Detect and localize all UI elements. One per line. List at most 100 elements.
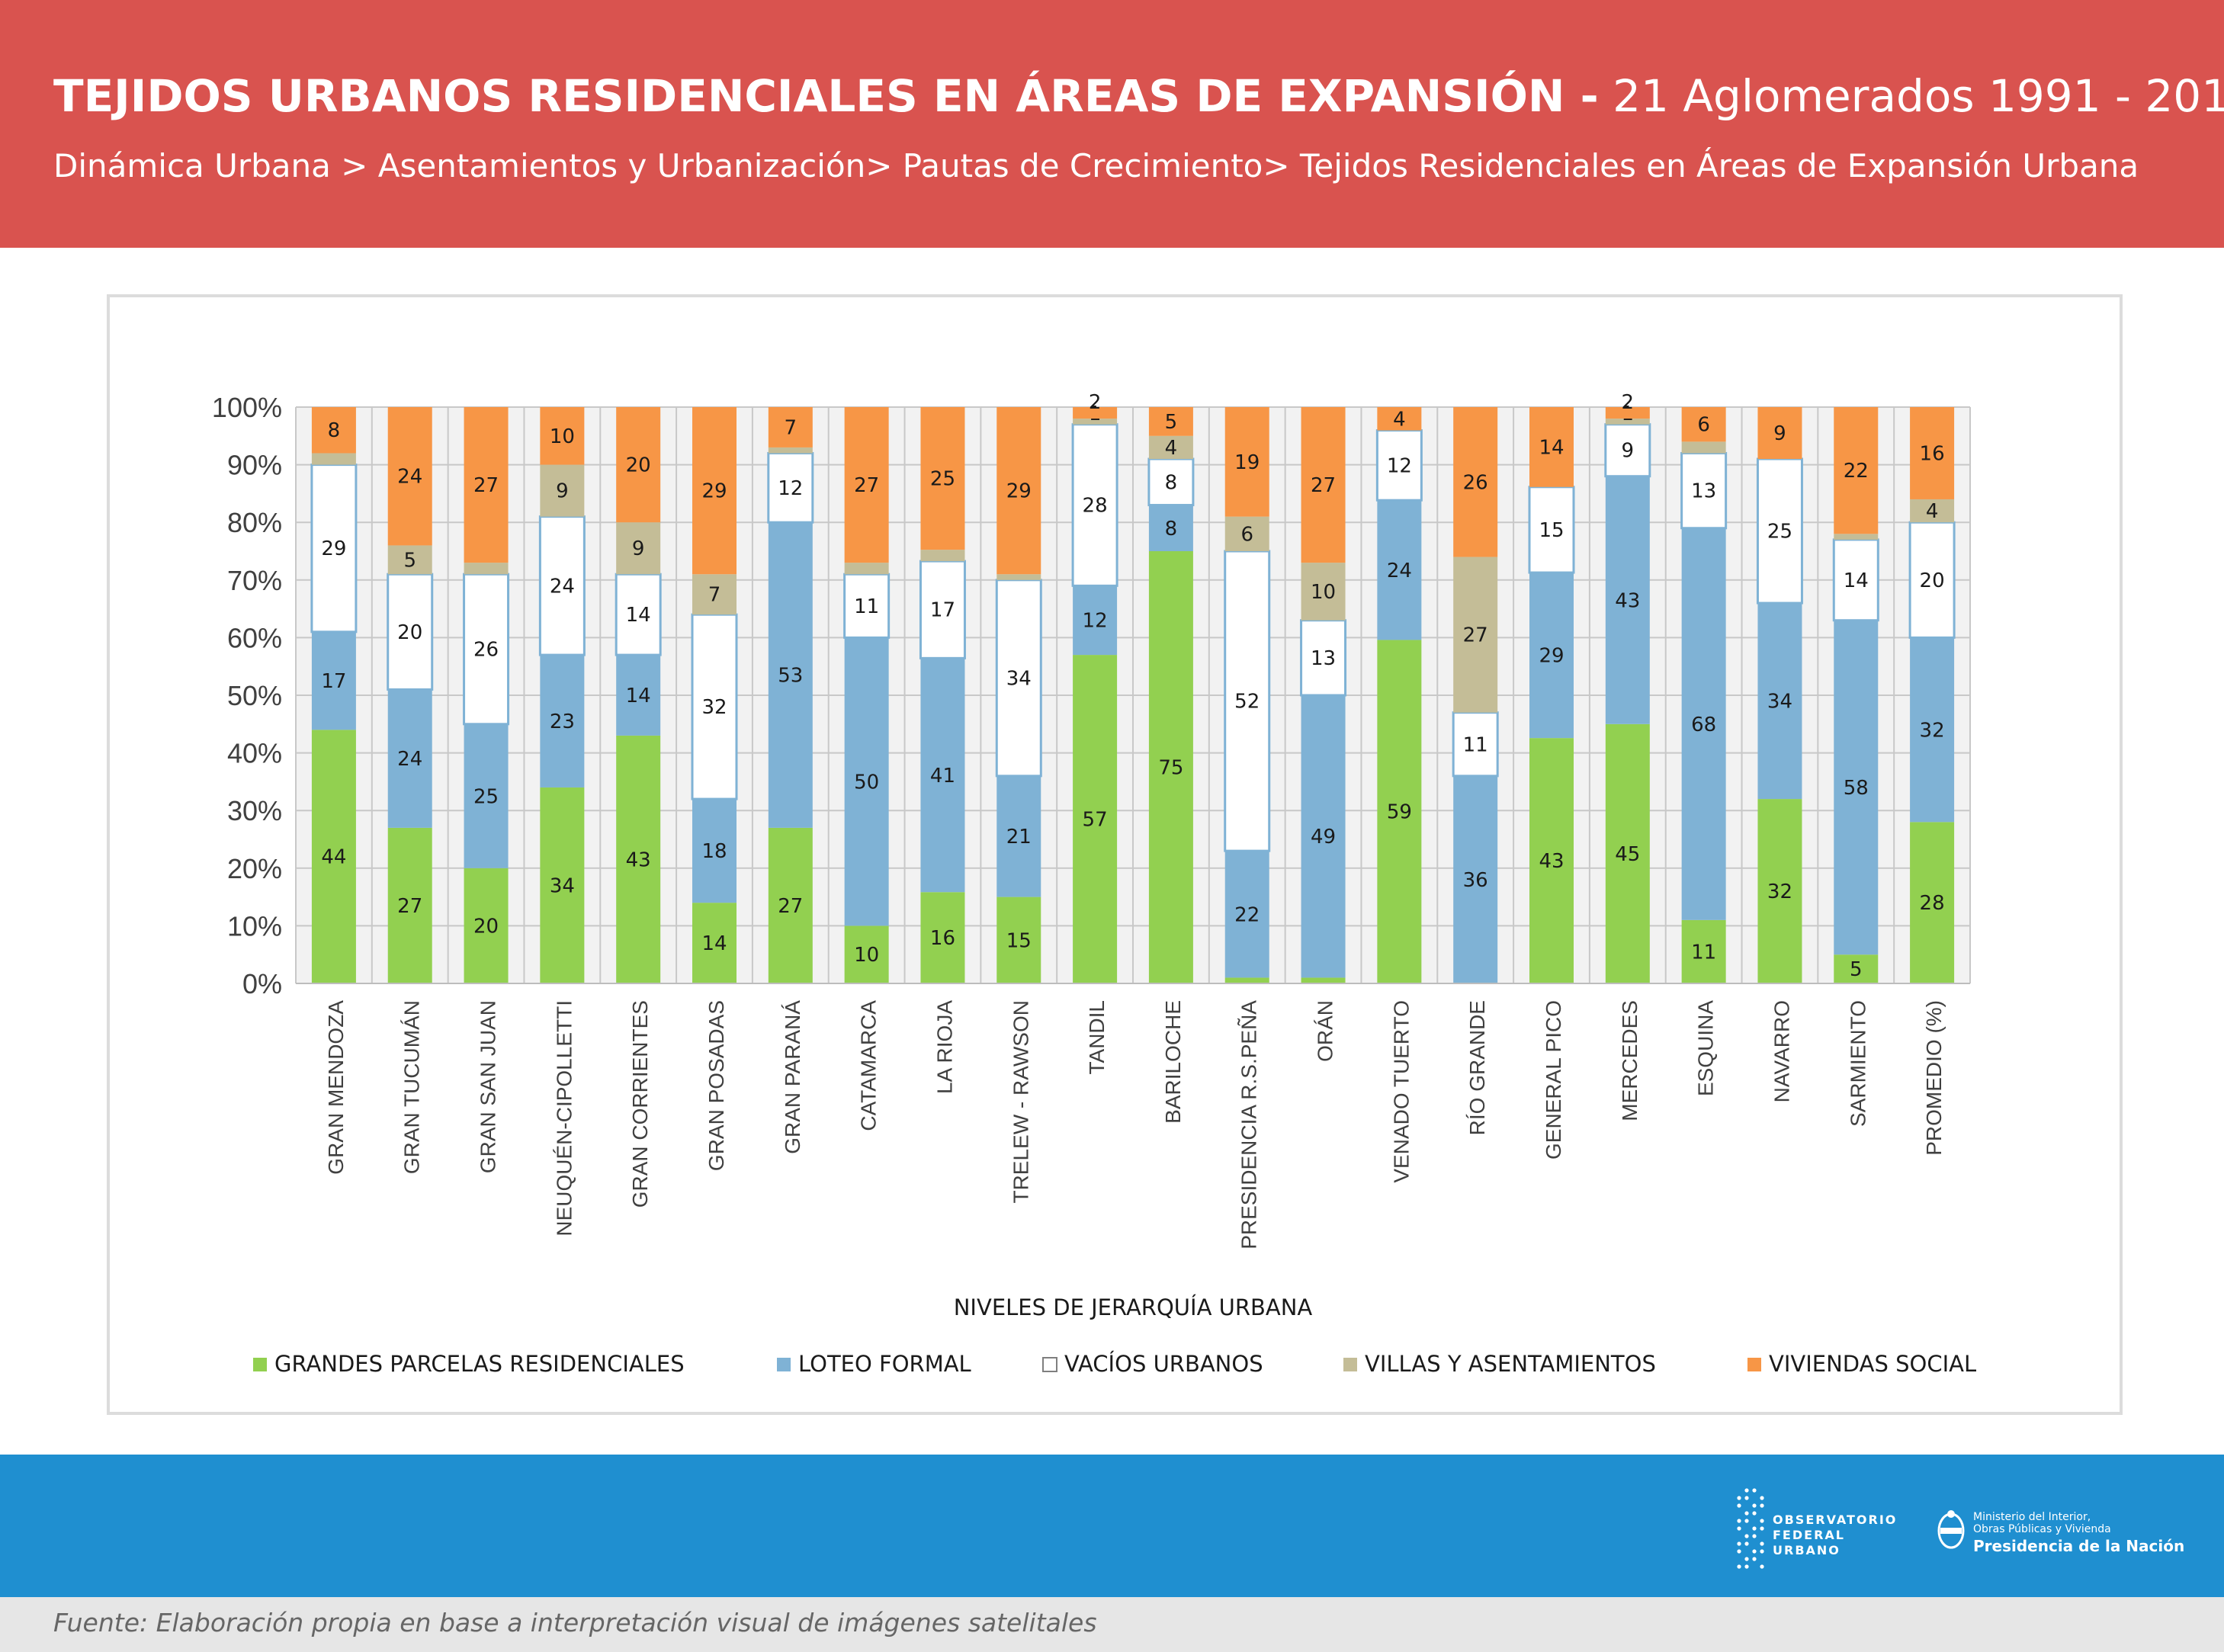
legend-swatch xyxy=(1747,1358,1761,1371)
bar-segment xyxy=(387,573,434,691)
x-tick-label: GRAN PARANÁ xyxy=(781,1000,804,1154)
bar-segment xyxy=(615,573,662,656)
bar-segment xyxy=(692,799,737,903)
ministerio-logo: Ministerio del Interior, Obras Públicas … xyxy=(1937,1508,2196,1561)
bar-segment xyxy=(768,407,813,447)
x-axis-title: NIVELES DE JERARQUÍA URBANA xyxy=(954,1294,1313,1320)
x-tick-label: NEUQUÉN-CIPOLLETTI xyxy=(552,1000,576,1237)
x-tick-label: RÍO GRANDE xyxy=(1465,1000,1489,1135)
logo-dot xyxy=(1760,1496,1764,1500)
logo-dot xyxy=(1744,1541,1749,1546)
data-label: 5 xyxy=(1165,411,1178,434)
bar-segment xyxy=(1301,695,1346,978)
logo-dot xyxy=(1760,1519,1764,1523)
bar-segment xyxy=(1529,407,1574,487)
x-tick-label: GRAN POSADAS xyxy=(704,1000,728,1171)
bar-segment xyxy=(387,689,432,828)
data-label: 24 xyxy=(397,748,422,771)
bar-segment xyxy=(1605,419,1650,425)
x-tick-label: PROMEDIO (%) xyxy=(1922,1000,1946,1156)
legend-label: LOTEO FORMAL xyxy=(798,1351,971,1377)
bar-segment xyxy=(1301,563,1346,621)
data-label: 41 xyxy=(930,765,955,788)
logo-dot xyxy=(1744,1496,1749,1500)
bar-segment xyxy=(1071,423,1118,587)
bar-segment xyxy=(1529,573,1574,739)
logo-dot xyxy=(1752,1549,1757,1554)
bar-segment xyxy=(691,613,738,800)
bar-segment xyxy=(1605,407,1650,419)
bar-segment xyxy=(767,451,814,524)
data-label: 2 xyxy=(1622,391,1635,414)
data-label: 13 xyxy=(1691,480,1716,503)
observatorio-logo: OBSERVATORIO FEDERAL URBANO xyxy=(1735,1487,1918,1570)
data-label: 19 xyxy=(1234,451,1260,474)
data-label: 11 xyxy=(1463,733,1488,756)
logo-dot xyxy=(1744,1534,1749,1538)
data-label: 10 xyxy=(1311,581,1336,604)
data-label: 21 xyxy=(1006,826,1032,848)
bar-segment xyxy=(1377,500,1422,640)
y-tick-label: 100% xyxy=(212,392,282,423)
data-label: 36 xyxy=(1463,869,1488,892)
data-label: 43 xyxy=(1539,850,1564,873)
data-label: 32 xyxy=(1767,881,1792,903)
bar-segment xyxy=(464,723,509,868)
logo-dot xyxy=(1752,1488,1757,1493)
bar-segment xyxy=(692,407,737,575)
x-tick-label: GENERAL PICO xyxy=(1542,1000,1565,1160)
data-label: 15 xyxy=(1006,929,1032,952)
data-label: 24 xyxy=(1387,560,1412,582)
logo-dot xyxy=(1752,1503,1757,1508)
bar-segment xyxy=(1681,407,1726,442)
bar-segment xyxy=(1757,799,1802,983)
shield-icon xyxy=(1937,1510,1965,1549)
data-label: 11 xyxy=(1691,941,1716,964)
bar-segment xyxy=(920,407,965,550)
legend-swatch xyxy=(253,1358,267,1371)
logo-dot xyxy=(1752,1526,1757,1531)
data-label: 53 xyxy=(778,665,803,688)
logo-dot xyxy=(1744,1519,1749,1523)
data-label: 23 xyxy=(550,711,575,733)
data-label: 11 xyxy=(854,595,879,618)
y-tick-label: 30% xyxy=(227,795,282,826)
logo-dot xyxy=(1760,1549,1764,1554)
data-label: 17 xyxy=(930,599,955,622)
bar-segment xyxy=(1148,551,1193,983)
logo-dot xyxy=(1760,1564,1764,1569)
bar-segment xyxy=(540,787,585,983)
footer-band: OBSERVATORIO FEDERAL URBANO Ministerio d… xyxy=(0,1455,2224,1597)
bar-segment xyxy=(1834,620,1879,955)
bar-segment xyxy=(463,573,510,726)
y-tick-label: 80% xyxy=(227,507,282,538)
legend-label: VILLAS Y ASENTAMIENTOS xyxy=(1365,1351,1656,1377)
data-label: 26 xyxy=(1463,471,1488,494)
bar-segment xyxy=(844,407,889,563)
legend-swatch xyxy=(777,1358,791,1371)
breadcrumb: Dinámica Urbana > Asentamientos y Urbani… xyxy=(53,147,2139,184)
data-label: 12 xyxy=(1083,610,1108,633)
bar-segment xyxy=(1604,423,1651,478)
data-label: 22 xyxy=(1844,460,1869,483)
data-label: 27 xyxy=(854,474,879,497)
bar-segment xyxy=(768,522,813,828)
bar-segment xyxy=(540,655,585,788)
bar-segment xyxy=(1910,499,1955,523)
bar-segment xyxy=(920,892,965,983)
legend-label: VACÍOS URBANOS xyxy=(1064,1351,1263,1377)
data-label: 6 xyxy=(1697,414,1710,437)
bar-segment xyxy=(1908,521,1956,639)
bar-segment xyxy=(768,827,813,983)
bar-segment xyxy=(464,868,509,983)
bar-segment xyxy=(1301,407,1346,563)
data-label: 44 xyxy=(321,846,346,869)
logo-dot xyxy=(1737,1496,1741,1500)
x-tick-label: LA RIOJA xyxy=(932,1000,956,1094)
data-label: 24 xyxy=(397,466,422,489)
data-label: 8 xyxy=(328,419,341,442)
data-label: 34 xyxy=(1006,667,1032,690)
bar-segment xyxy=(844,563,889,575)
data-label: 14 xyxy=(626,604,651,627)
bar-segment xyxy=(1148,505,1193,551)
